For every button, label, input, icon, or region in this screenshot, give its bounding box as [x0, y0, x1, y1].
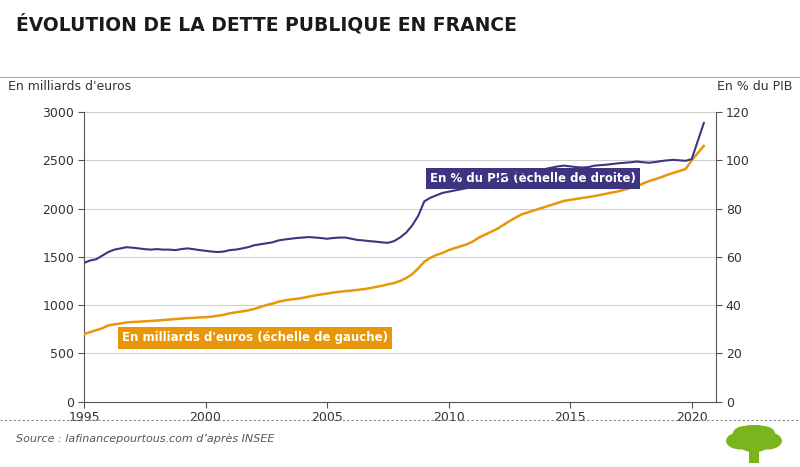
- Circle shape: [734, 426, 758, 441]
- Circle shape: [736, 425, 772, 447]
- Circle shape: [750, 426, 774, 441]
- Text: En % du PIB: En % du PIB: [717, 80, 792, 93]
- FancyBboxPatch shape: [750, 451, 758, 463]
- Text: Source : lafinancepourtous.com d’après INSEE: Source : lafinancepourtous.com d’après I…: [16, 434, 274, 444]
- Text: En milliards d'euros (échelle de gauche): En milliards d'euros (échelle de gauche): [122, 332, 388, 345]
- Text: En milliards d'euros: En milliards d'euros: [8, 80, 131, 93]
- Text: ÉVOLUTION DE LA DETTE PUBLIQUE EN FRANCE: ÉVOLUTION DE LA DETTE PUBLIQUE EN FRANCE: [16, 14, 517, 35]
- Circle shape: [726, 433, 754, 449]
- Circle shape: [754, 433, 781, 449]
- Circle shape: [739, 434, 769, 452]
- Text: En % du PIB (échelle de droite): En % du PIB (échelle de droite): [430, 172, 636, 185]
